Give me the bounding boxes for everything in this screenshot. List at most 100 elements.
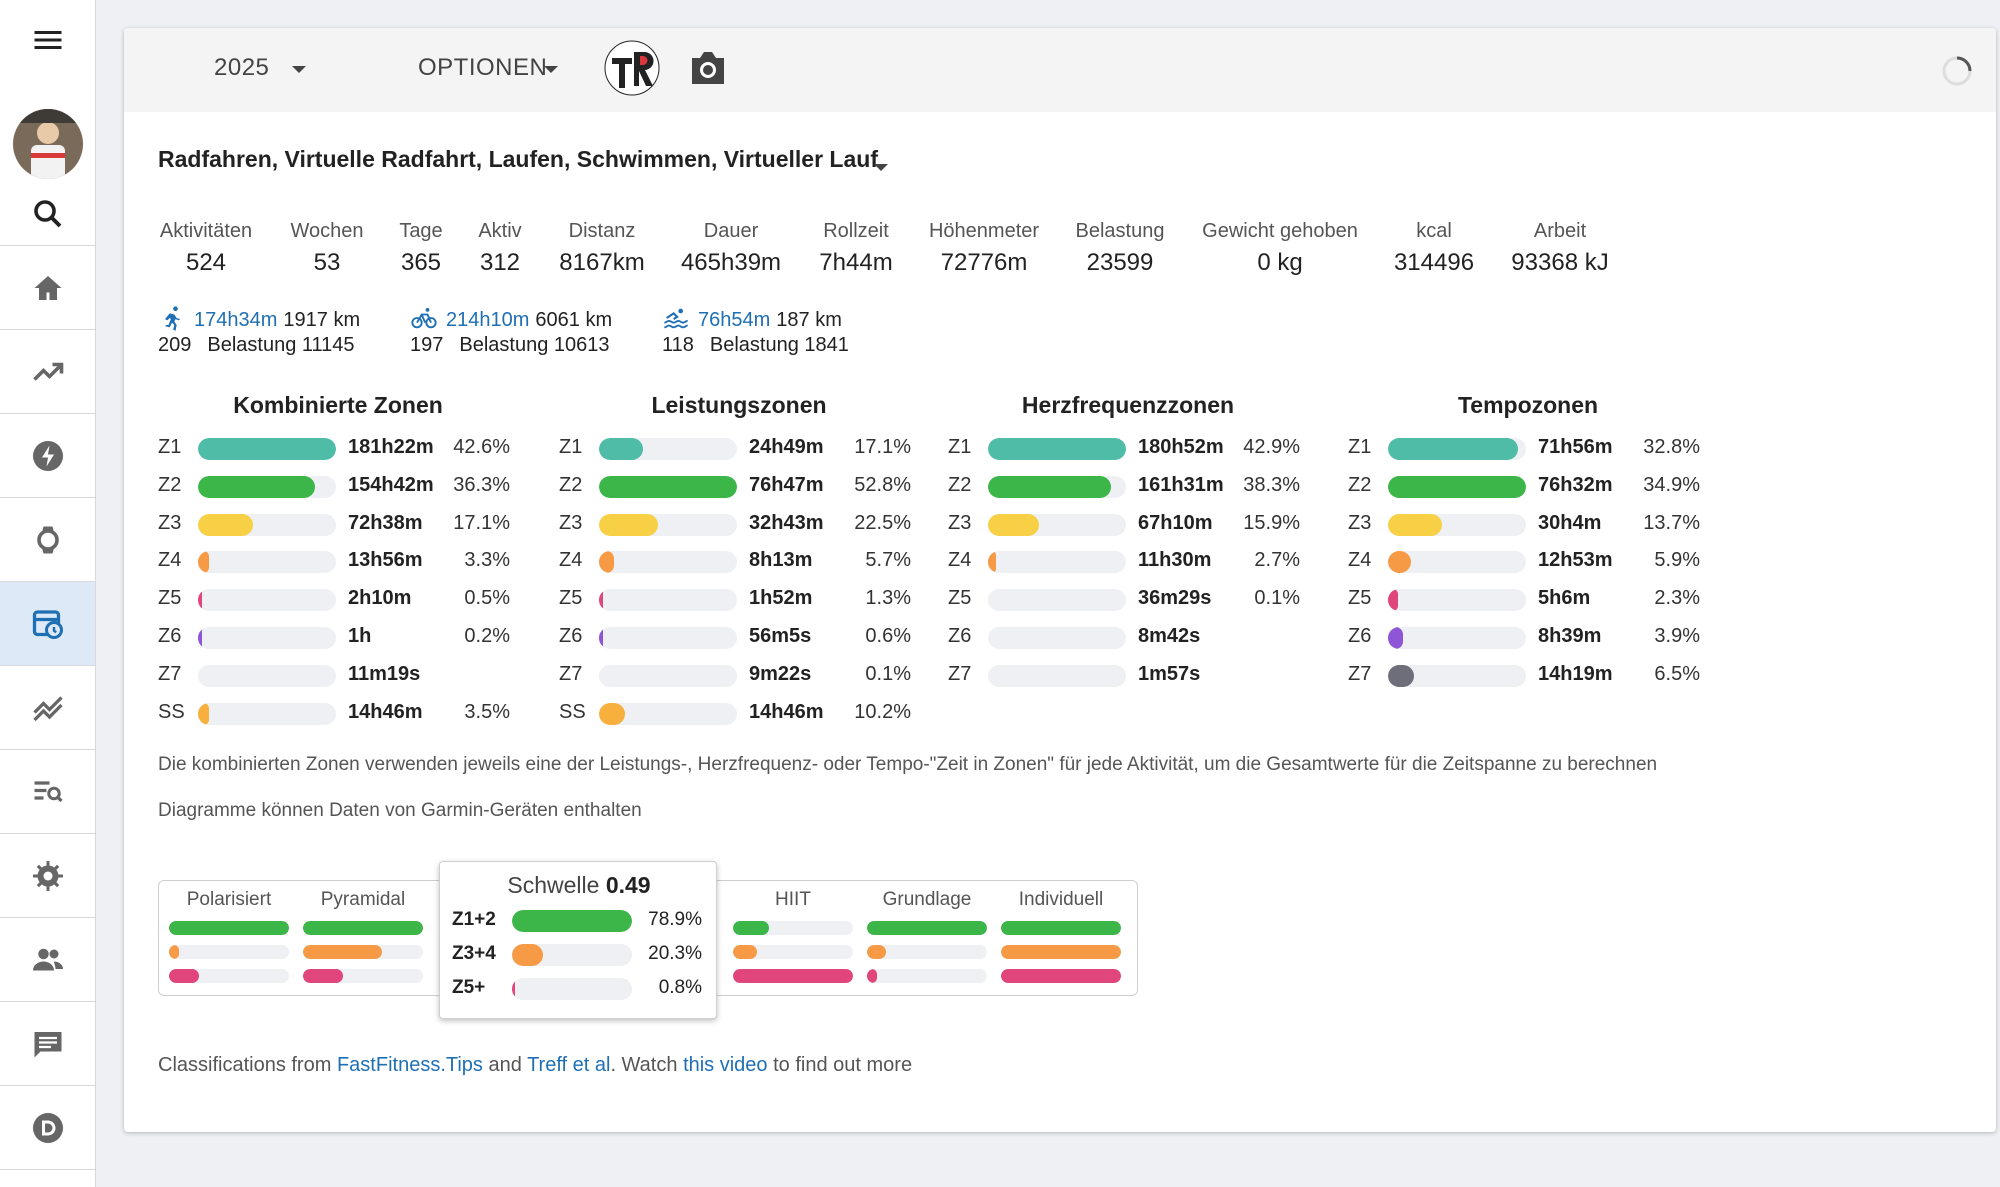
zone-label: Z6 [948, 625, 972, 647]
nav-athletes[interactable] [0, 918, 95, 1002]
zone-row-z1: Z1 71h56m 32.8% [1348, 432, 1708, 462]
zone-label: Z2 [1348, 473, 1372, 496]
stat-0: Aktivitäten 524 [116, 220, 296, 277]
zone-label: Z7 [559, 662, 583, 685]
sports-filter[interactable]: Radfahren, Virtuelle Radfahrt, Laufen, S… [158, 146, 878, 173]
classification-polarisiert[interactable]: Polarisiert [169, 881, 289, 995]
stat-1: Wochen 53 [237, 220, 417, 277]
fastfitness-link[interactable]: FastFitness.Tips [336, 1054, 483, 1076]
sport-duration: 76h54m [698, 309, 771, 332]
classification-bar-track [733, 969, 853, 983]
nav-home[interactable] [0, 246, 95, 330]
zone-time: 32h43m [749, 511, 824, 534]
popup-row-1: Z3+4 20.3% [452, 940, 708, 970]
zone-row-z2: Z2 76h32m 34.9% [1348, 470, 1708, 500]
stat-5: Dauer 465h39m [641, 220, 821, 277]
stat-value: 53 [313, 249, 341, 276]
zone-bar-fill [599, 627, 603, 649]
sports-dropdown-icon[interactable] [874, 164, 888, 171]
zone-row-z4: Z4 11h30m 2.7% [948, 545, 1308, 575]
home-icon [34, 275, 61, 300]
classification-bar-fill [733, 921, 769, 935]
zone-bar-fill [198, 589, 202, 612]
zone-time: 11h30m [1138, 549, 1212, 572]
zone-time: 36m29s [1138, 587, 1212, 610]
camera-icon[interactable] [684, 44, 732, 92]
zone-bar-track [599, 589, 737, 612]
nav-watch[interactable] [0, 498, 95, 582]
people-icon [32, 948, 63, 970]
zone-time: 5h6m [1538, 587, 1591, 610]
nav-discord[interactable] [0, 1086, 95, 1170]
zone-percent: 0.1% [1254, 587, 1300, 610]
sport-load: Belastung 1841 [709, 334, 849, 356]
options-dropdown-icon[interactable] [544, 66, 558, 73]
swim-icon [662, 304, 690, 338]
classification-bar-fill [169, 945, 179, 959]
zone-row-z4: Z4 12h53m 5.9% [1348, 545, 1708, 575]
classification-hiit[interactable]: HIIT [733, 881, 853, 995]
nav-trends[interactable] [0, 330, 95, 414]
nav-power[interactable] [0, 414, 95, 498]
zone-percent: 5.9% [1654, 549, 1700, 572]
classification-bar-track [867, 921, 987, 935]
options-menu[interactable]: OPTIONEN [418, 54, 548, 81]
zone-row-z5: Z5 36m29s 0.1% [948, 583, 1308, 613]
zone-time: 1h52m [749, 587, 813, 610]
search-button[interactable] [0, 182, 95, 246]
classification-pyramidal[interactable]: Pyramidal [303, 881, 423, 995]
zone-label: Z3 [948, 511, 972, 534]
zone-percent: 17.1% [453, 511, 510, 534]
zone-bar-track [988, 664, 1126, 687]
classification-bar-track [733, 945, 853, 959]
zone-percent: 15.9% [1243, 511, 1300, 534]
zone-row-z4: Z4 13h56m 3.3% [158, 545, 518, 575]
menu-button[interactable] [0, 8, 95, 72]
treff-link[interactable]: Treff et al [527, 1054, 611, 1076]
video-link[interactable]: this video [683, 1054, 768, 1076]
stat-value: 465h39m [680, 249, 782, 276]
nav-calendar-stats[interactable] [0, 582, 95, 666]
popup-row-2: Z5+ 0.8% [452, 974, 708, 1004]
nav-settings[interactable] [0, 834, 95, 918]
nav-fitness[interactable] [0, 666, 95, 750]
zone-row-ss: SS 14h46m 10.2% [559, 697, 919, 727]
avatar[interactable] [0, 106, 95, 182]
zone-row-z7: Z7 14h19m 6.5% [1348, 659, 1708, 689]
zone-bar-fill [988, 551, 997, 574]
zone-label: Z2 [158, 473, 182, 496]
year-dropdown-icon[interactable] [292, 66, 306, 73]
sport-count: 118 [662, 334, 694, 356]
zone-bar-track [1388, 513, 1526, 536]
classification-individuell[interactable]: Individuell [1001, 881, 1121, 995]
classification-grundlage[interactable]: Grundlage [867, 881, 987, 995]
zone-time: 12h53m [1538, 549, 1613, 572]
classification-bar-fill [733, 969, 853, 983]
zone-time: 9m22s [749, 662, 812, 685]
stat-label: Aktivitäten [159, 220, 253, 242]
zone-row-z2: Z2 161h31m 38.3% [948, 470, 1308, 500]
footer-watch: . Watch [610, 1054, 678, 1076]
zone-time: 14h46m [749, 700, 824, 723]
team-logo-icon[interactable] [604, 40, 660, 96]
year-select[interactable]: 2025 [214, 54, 270, 81]
stat-3: Aktiv 312 [410, 220, 590, 277]
zone-percent: 2.3% [1654, 587, 1700, 610]
sport-load: Belastung 11145 [207, 334, 355, 356]
list-search-icon [34, 780, 63, 802]
multiline-chart-icon [32, 695, 63, 721]
bike-icon [410, 304, 438, 338]
zone-bar-track [1388, 475, 1526, 498]
zone-bar-track [198, 475, 336, 498]
classification-name: Pyramidal [320, 889, 406, 910]
popup-bar-fill [512, 978, 515, 1000]
zone-bar-track [1388, 627, 1526, 649]
zone-time: 1m57s [1138, 662, 1201, 685]
zone-row-z5: Z5 1h52m 1.3% [559, 583, 919, 613]
zone-row-z7: Z7 9m22s 0.1% [559, 659, 919, 689]
zone-label: Z7 [948, 662, 972, 685]
nav-chat[interactable] [0, 1002, 95, 1086]
trending-up-icon [32, 362, 63, 381]
classification-bar-fill [733, 945, 757, 959]
nav-activity-search[interactable] [0, 750, 95, 834]
